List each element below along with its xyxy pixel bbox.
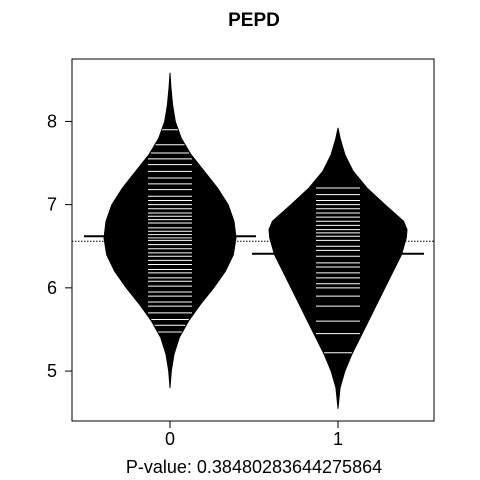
bean-group-1 — [252, 127, 424, 409]
y-tick-label-7: 7 — [47, 195, 57, 215]
y-tick-label-6: 6 — [47, 278, 57, 298]
bean-density-0 — [103, 72, 237, 389]
x-tick-label-0: 0 — [165, 429, 175, 449]
bean-group-0 — [84, 72, 256, 389]
chart-title: PEPD — [228, 10, 280, 31]
y-axis: 5 6 7 8 — [47, 111, 72, 381]
x-axis-label: P-value: 0.38480283644275864 — [126, 457, 382, 477]
plot-frame — [71, 58, 435, 422]
beans-layer — [72, 72, 434, 409]
bean-density-1 — [268, 127, 408, 409]
y-tick-label-5: 5 — [47, 361, 57, 381]
x-tick-label-1: 1 — [333, 429, 343, 449]
y-tick-label-8: 8 — [47, 111, 57, 131]
